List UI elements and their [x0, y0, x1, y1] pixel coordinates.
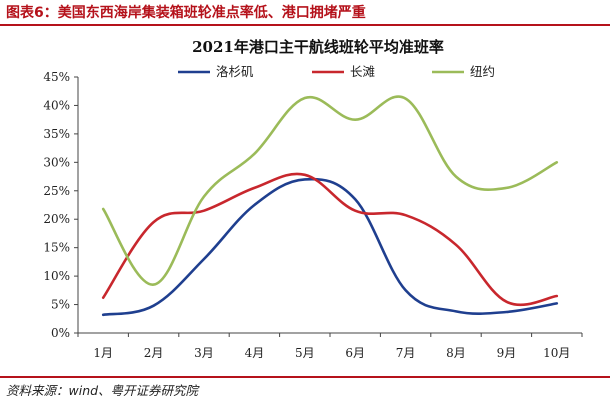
x-tick-label: 7月 — [396, 346, 416, 360]
series-line-2 — [101, 172, 559, 307]
y-tick-label: 10% — [43, 269, 70, 283]
series-line-3 — [101, 95, 559, 286]
y-tick-label: 5% — [51, 298, 70, 312]
x-tick-label: 9月 — [497, 346, 517, 360]
x-tick-label: 3月 — [194, 346, 214, 360]
y-tick-label: 0% — [51, 326, 70, 340]
y-tick-label: 20% — [43, 212, 70, 226]
bottom-rule — [0, 376, 610, 378]
line-chart: 2021年港口主干航线班轮平均准班率 洛杉矶 长滩 纽约 0% 5% 10% 15% 20%… — [43, 38, 583, 360]
y-tick-label: 15% — [43, 241, 70, 255]
y-tick-label: 25% — [43, 184, 70, 198]
x-tick-label: 4月 — [245, 346, 265, 360]
x-tick-label: 10月 — [543, 346, 570, 360]
x-tick-label: 8月 — [446, 346, 466, 360]
legend: 洛杉矶 长滩 纽约 — [178, 64, 495, 79]
y-tick-label: 40% — [43, 98, 70, 112]
y-axis: 0% 5% 10% 15% 20% 25% 30% 35% 40% 45% — [43, 70, 79, 340]
chart-title: 2021年港口主干航线班轮平均准班率 — [192, 38, 444, 56]
series-group — [101, 95, 559, 317]
legend-label-2: 长滩 — [350, 64, 375, 79]
top-rule — [0, 24, 610, 26]
series-line-1 — [101, 177, 559, 317]
y-tick-label: 35% — [43, 127, 70, 141]
y-tick-label: 30% — [43, 155, 70, 169]
x-tick-label: 2月 — [144, 346, 164, 360]
x-tick-label: 5月 — [295, 346, 315, 360]
x-tick-label: 6月 — [345, 346, 365, 360]
x-tick-label: 1月 — [93, 346, 113, 360]
legend-label-1: 洛杉矶 — [216, 64, 254, 79]
legend-label-3: 纽约 — [470, 64, 495, 79]
y-tick-label: 45% — [43, 70, 70, 84]
figure-title: 图表6：美国东西海岸集装箱班轮准点率低、港口拥堵严重 — [6, 5, 366, 21]
source-note: 资料来源：wind、粤开证券研究院 — [6, 383, 199, 398]
x-axis: 1月 2月 3月 4月 5月 6月 7月 8月 9月 10月 — [77, 332, 583, 360]
